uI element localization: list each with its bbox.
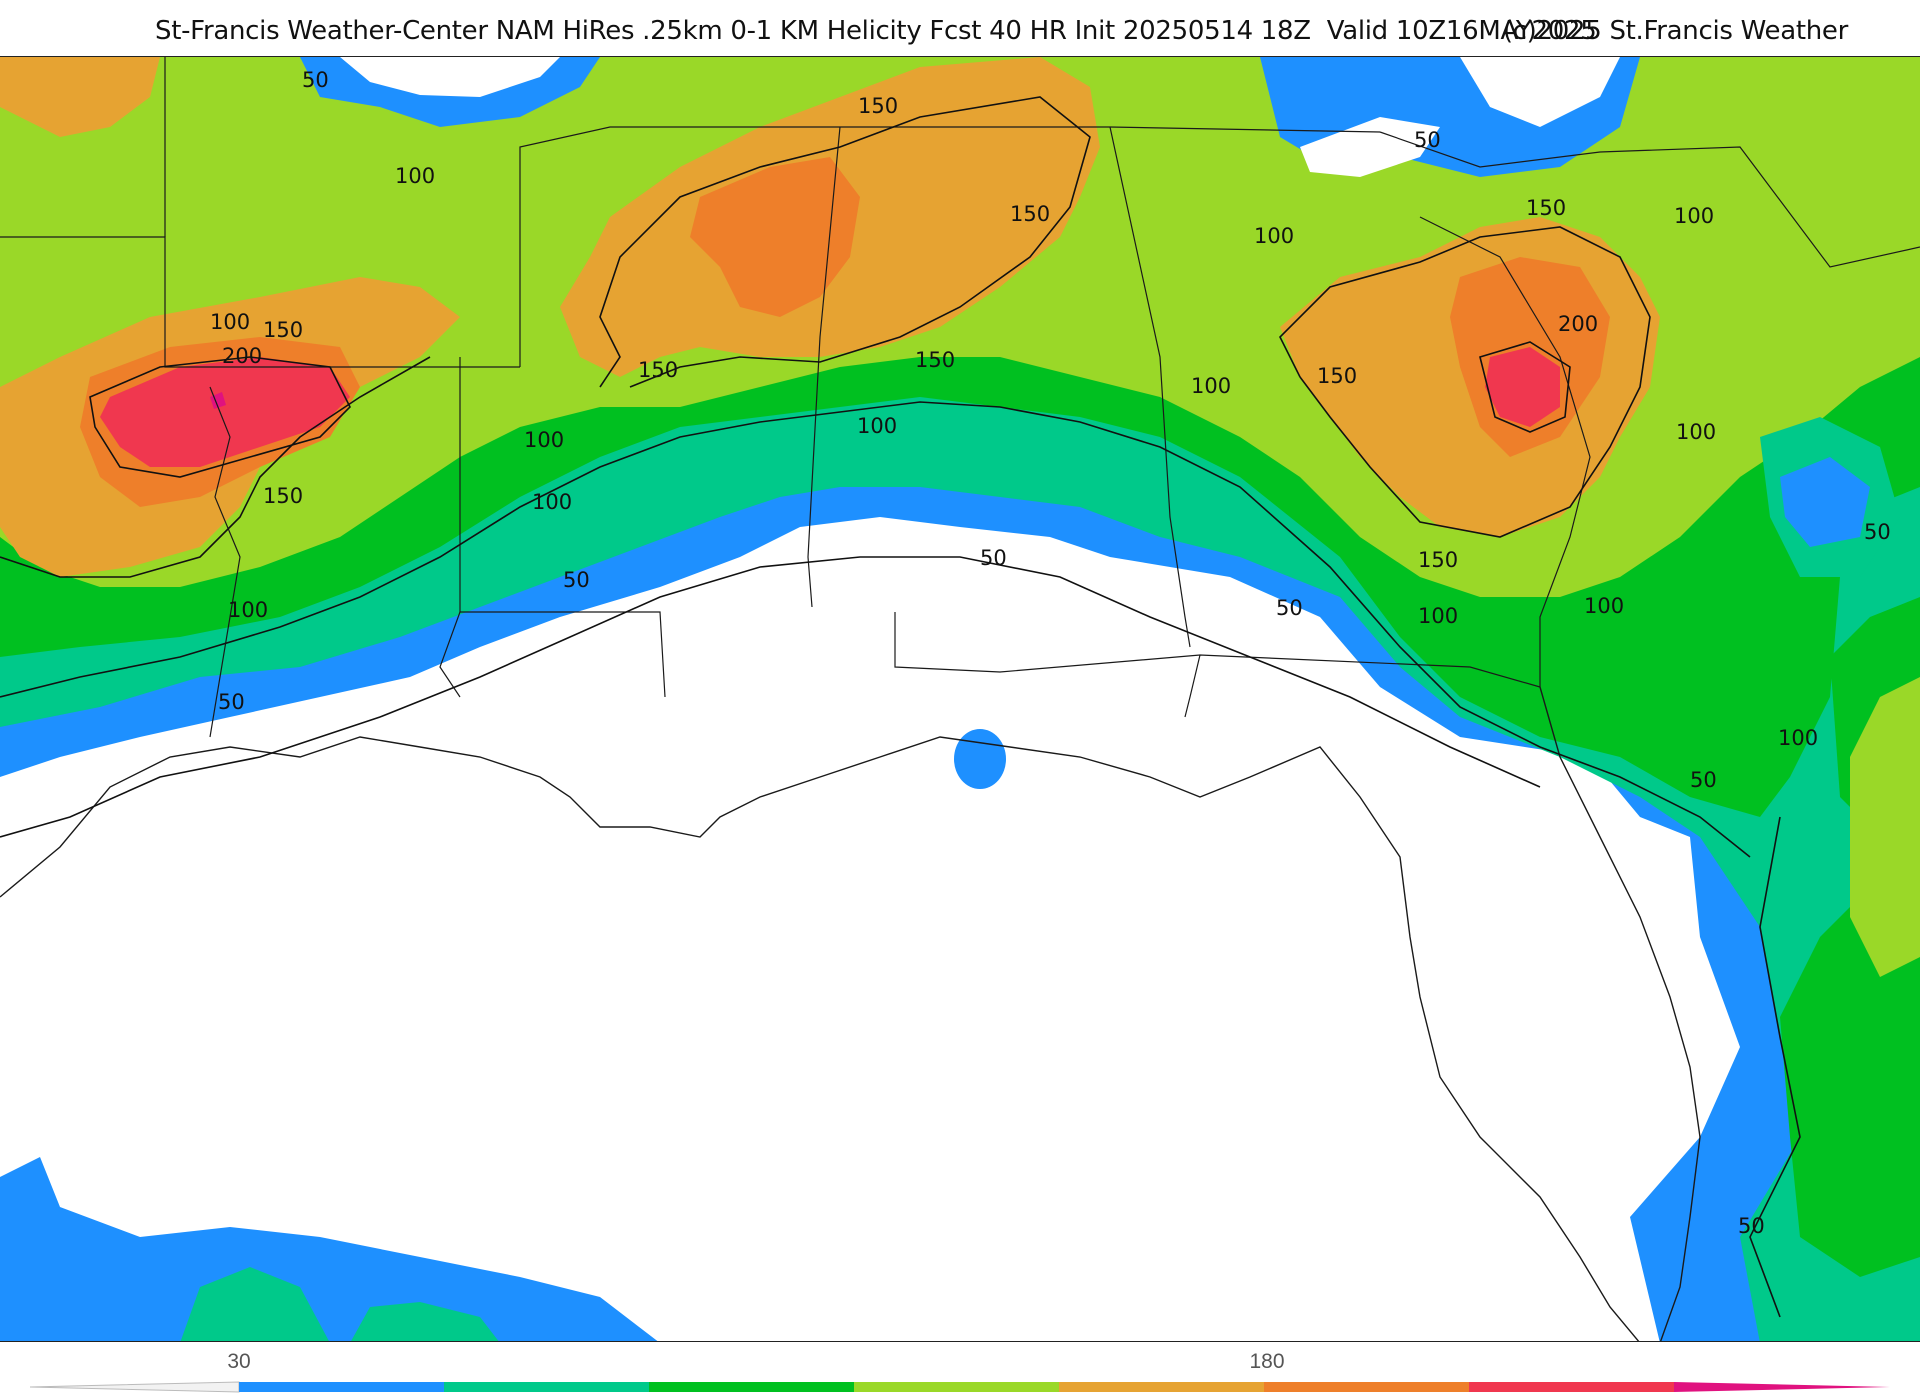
contour-label: 150 (263, 318, 303, 342)
contour-label: 150 (263, 484, 303, 508)
contour-label: 50 (563, 568, 590, 592)
contour-label: 100 (228, 598, 268, 622)
contour-label: 100 (857, 414, 897, 438)
contour-label-group: 50 100 150 150 100 150 200 150 150 100 1… (210, 68, 1891, 1238)
legend-color-swatch (854, 1382, 1059, 1392)
contour-label: 200 (222, 344, 262, 368)
legend-color-swatch (444, 1382, 649, 1392)
contour-label: 150 (858, 94, 898, 118)
contour-label: 100 (395, 164, 435, 188)
contour-label: 50 (1414, 128, 1441, 152)
contour-label: 100 (1191, 374, 1231, 398)
legend-color-swatch (1264, 1382, 1469, 1392)
gulf-coastline (0, 736, 1640, 1341)
contour-label: 50 (1276, 596, 1303, 620)
contour-label: 100 (532, 490, 572, 514)
contour-label: 100 (1676, 420, 1716, 444)
contour-label: 150 (915, 348, 955, 372)
legend-tick-label: 30 (227, 1350, 251, 1373)
legend-tick-label: 180 (1249, 1350, 1285, 1373)
legend-color-swatch (239, 1382, 444, 1392)
contour-label: 150 (1010, 202, 1050, 226)
contour-label: 100 (1674, 204, 1714, 228)
legend-color-swatch (1059, 1382, 1264, 1392)
legend-color-swatch (1469, 1382, 1674, 1392)
contour-label: 200 (1558, 312, 1598, 336)
contour-label: 50 (1738, 1214, 1765, 1238)
legend-color-swatch (649, 1382, 854, 1392)
helicity-map: 50 100 150 150 100 150 200 150 150 100 1… (0, 56, 1920, 1342)
field-50-gulf-patch (0, 1157, 658, 1341)
contour-label: 50 (302, 68, 329, 92)
contour-label: 100 (524, 428, 564, 452)
contour-label: 100 (1584, 594, 1624, 618)
contour-label: 50 (218, 690, 245, 714)
legend-low-arrow (30, 1381, 240, 1393)
contour-label: 100 (1778, 726, 1818, 750)
contour-label: 50 (1864, 520, 1891, 544)
contour-label: 150 (1526, 196, 1566, 220)
state-borders (0, 57, 1920, 738)
contour-label: 100 (1418, 604, 1458, 628)
contour-label: 50 (1690, 768, 1717, 792)
contour-label: 100 (210, 310, 250, 334)
legend-color-strip (30, 1381, 1890, 1393)
legend-high-arrow (1674, 1382, 1890, 1392)
contour-label: 150 (1418, 548, 1458, 572)
contour-label: 100 (1254, 224, 1294, 248)
contour-lines (0, 96, 1801, 1318)
copyright-notice: (c)2025 St.Francis Weather (1502, 16, 1848, 46)
title-bar: St-Francis Weather-Center NAM HiRes .25k… (0, 0, 1920, 56)
map-title: St-Francis Weather-Center NAM HiRes .25k… (155, 16, 1597, 46)
contour-label: 150 (638, 358, 678, 382)
color-legend: 30 180 (0, 1342, 1920, 1400)
contour-label: 50 (980, 546, 1007, 570)
contour-label: 150 (1317, 364, 1357, 388)
